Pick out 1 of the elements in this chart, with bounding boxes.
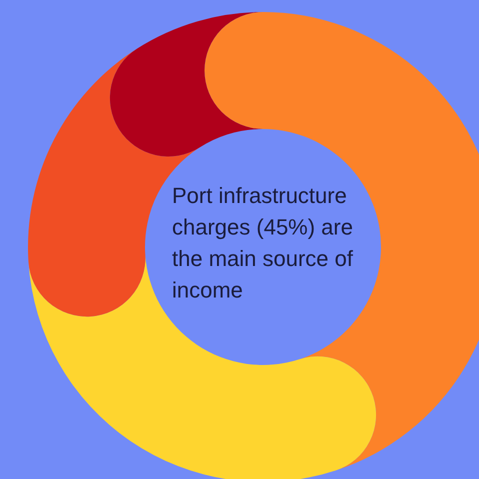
text: Port infrastructure charges (45%) are the main source of income bbox=[172, 183, 354, 302]
